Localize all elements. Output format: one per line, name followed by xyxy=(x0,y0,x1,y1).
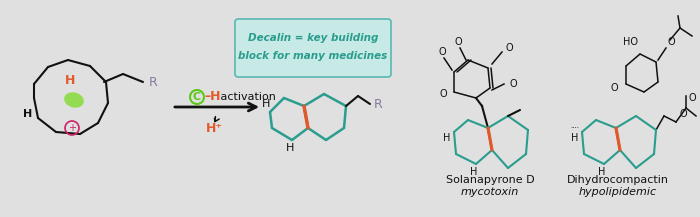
Text: ....: .... xyxy=(570,123,579,129)
Text: O: O xyxy=(438,47,446,57)
Text: O: O xyxy=(688,93,696,103)
Text: hypolipidemic: hypolipidemic xyxy=(579,187,657,197)
Ellipse shape xyxy=(64,92,84,108)
Text: R: R xyxy=(149,76,158,89)
Text: Dihydrocompactin: Dihydrocompactin xyxy=(567,175,669,185)
Text: O: O xyxy=(680,109,687,119)
Text: C: C xyxy=(193,92,201,102)
Text: HO: HO xyxy=(623,37,638,47)
Text: –H: –H xyxy=(204,90,220,104)
Text: R: R xyxy=(374,97,383,110)
Text: H: H xyxy=(23,109,33,119)
FancyBboxPatch shape xyxy=(235,19,391,77)
Text: +: + xyxy=(68,123,76,133)
Text: H: H xyxy=(65,74,75,87)
Text: H: H xyxy=(442,133,450,143)
Text: Decalin = key building: Decalin = key building xyxy=(248,33,378,43)
Text: activation: activation xyxy=(217,92,276,102)
Text: H: H xyxy=(470,167,477,177)
Text: H: H xyxy=(598,167,606,177)
Text: O: O xyxy=(440,89,447,99)
Text: H⁺: H⁺ xyxy=(206,122,223,135)
Text: O: O xyxy=(610,83,618,93)
Text: H: H xyxy=(570,133,578,143)
Text: block for many medicines: block for many medicines xyxy=(239,51,388,61)
Text: mycotoxin: mycotoxin xyxy=(461,187,519,197)
Text: O: O xyxy=(506,43,514,53)
Text: H: H xyxy=(286,143,294,153)
Text: O: O xyxy=(668,37,676,47)
Text: H: H xyxy=(262,99,270,109)
Text: O: O xyxy=(454,37,462,47)
Text: Solanapyrone D: Solanapyrone D xyxy=(446,175,534,185)
Text: O: O xyxy=(510,79,517,89)
FancyArrowPatch shape xyxy=(214,117,219,122)
